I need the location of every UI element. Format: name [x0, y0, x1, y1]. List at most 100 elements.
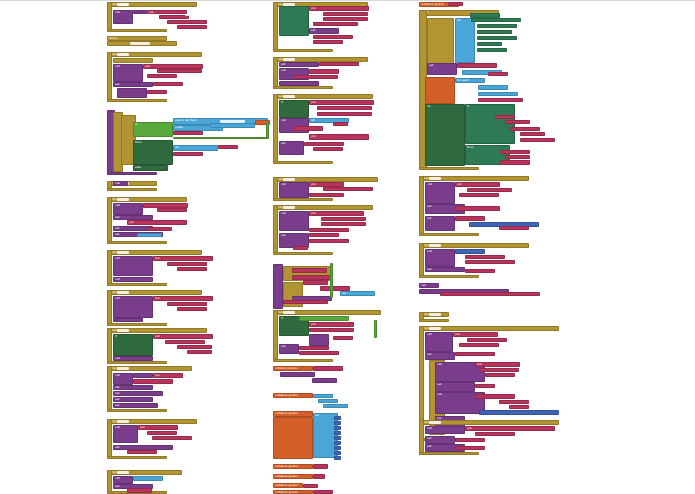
- text-block[interactable]: [520, 138, 555, 142]
- math-block[interactable]: [334, 416, 341, 420]
- event-block-footer[interactable]: [107, 99, 167, 102]
- text-block[interactable]: [292, 268, 327, 273]
- block-procedure[interactable]: [309, 334, 329, 346]
- block-procedure[interactable]: [113, 356, 153, 361]
- block-procedure[interactable]: [113, 215, 153, 220]
- block-text[interactable]: [157, 69, 202, 73]
- block-procedure[interactable]: [113, 373, 133, 385]
- text-block[interactable]: [320, 286, 350, 291]
- block-text[interactable]: [509, 405, 529, 409]
- block-control[interactable]: [279, 100, 309, 118]
- event-block-spine[interactable]: [419, 420, 424, 455]
- block-text[interactable]: [309, 233, 339, 237]
- block-lists[interactable]: [137, 233, 162, 237]
- block-text[interactable]: [465, 426, 555, 431]
- block-text[interactable]: [313, 35, 353, 39]
- initialize-global-block[interactable]: [273, 411, 313, 417]
- block-text[interactable]: [475, 384, 495, 388]
- event-block-footer[interactable]: [107, 29, 167, 32]
- text-block[interactable]: [457, 63, 497, 68]
- block-text[interactable]: [475, 432, 515, 436]
- block-text[interactable]: [309, 193, 344, 197]
- block-text[interactable]: [147, 10, 187, 14]
- math-block[interactable]: [334, 436, 341, 440]
- block-text[interactable]: [153, 256, 213, 261]
- text-block[interactable]: [283, 300, 328, 304]
- event-block-spine[interactable]: [107, 250, 112, 286]
- list-block[interactable]: [313, 413, 338, 458]
- block-text[interactable]: [317, 112, 372, 116]
- text-block[interactable]: [500, 160, 530, 165]
- block-text[interactable]: [167, 262, 207, 266]
- list-block[interactable]: [455, 78, 485, 83]
- event-block-footer[interactable]: [273, 359, 333, 362]
- block-procedure[interactable]: [113, 403, 158, 408]
- logic-connector[interactable]: [374, 320, 377, 338]
- block-text[interactable]: [309, 211, 364, 216]
- block-procedure[interactable]: [279, 344, 299, 354]
- event-block-footer[interactable]: [107, 323, 167, 326]
- dropdown-field[interactable]: [429, 327, 441, 330]
- procedure-block[interactable]: [419, 283, 439, 288]
- block-text[interactable]: [309, 134, 369, 140]
- block-procedure[interactable]: [309, 28, 339, 34]
- text-block[interactable]: [313, 366, 343, 371]
- block-text[interactable]: [499, 400, 529, 404]
- dropdown-field[interactable]: [429, 313, 441, 316]
- text-block[interactable]: [173, 152, 203, 156]
- list-block[interactable]: [340, 291, 375, 296]
- event-block-spine[interactable]: [273, 94, 278, 164]
- event-block-footer[interactable]: [273, 252, 333, 255]
- event-block-spine[interactable]: [273, 310, 278, 362]
- block-procedure[interactable]: [425, 249, 455, 267]
- list-block[interactable]: [478, 92, 518, 96]
- block-text[interactable]: [127, 450, 157, 454]
- block-procedure[interactable]: [113, 256, 153, 276]
- block-text[interactable]: [479, 368, 519, 372]
- block-procedure[interactable]: [113, 476, 133, 484]
- variable-block[interactable]: [255, 120, 270, 125]
- dropdown-field[interactable]: [429, 421, 441, 424]
- text-block[interactable]: [495, 115, 515, 119]
- block-text[interactable]: [127, 488, 152, 493]
- variable-block[interactable]: [425, 77, 455, 104]
- block-procedure[interactable]: [425, 426, 465, 434]
- block-text[interactable]: [333, 336, 353, 340]
- event-block-footer[interactable]: [107, 283, 167, 286]
- dropdown-field[interactable]: [220, 120, 245, 123]
- block-text[interactable]: [138, 425, 178, 430]
- text-block[interactable]: [500, 150, 530, 154]
- dropdown-field[interactable]: [283, 95, 295, 98]
- block-text[interactable]: [309, 328, 354, 332]
- event-block-footer[interactable]: [273, 86, 333, 89]
- block-procedure[interactable]: [425, 436, 455, 444]
- block-text[interactable]: [319, 62, 359, 66]
- block-text[interactable]: [465, 260, 515, 264]
- list-block[interactable]: [318, 399, 338, 403]
- block-text[interactable]: [313, 40, 343, 44]
- dropdown-field[interactable]: [117, 329, 129, 332]
- event-block-spine[interactable]: [273, 57, 278, 89]
- list-block[interactable]: [173, 125, 223, 131]
- block-text[interactable]: [465, 269, 495, 273]
- block-text[interactable]: [309, 322, 354, 327]
- event-block-footer[interactable]: [419, 452, 479, 455]
- dropdown-field[interactable]: [283, 3, 295, 6]
- event-block-footer[interactable]: [419, 167, 479, 170]
- component-block[interactable]: [477, 48, 507, 52]
- block-text[interactable]: [475, 362, 520, 367]
- event-block-footer[interactable]: [273, 49, 333, 52]
- component-block[interactable]: [470, 13, 500, 18]
- logic-block[interactable]: [133, 122, 173, 137]
- block-procedure[interactable]: [425, 332, 453, 352]
- block-text[interactable]: [133, 379, 173, 384]
- event-block-spine[interactable]: [273, 205, 278, 255]
- event-block-spine[interactable]: [107, 2, 112, 32]
- block-procedure[interactable]: [113, 318, 143, 322]
- block-text[interactable]: [293, 246, 308, 250]
- block-procedure[interactable]: [435, 392, 485, 414]
- block-text[interactable]: [455, 182, 500, 187]
- event-block-footer[interactable]: [273, 161, 333, 164]
- block-event[interactable]: [113, 58, 153, 63]
- math-block[interactable]: [334, 431, 341, 435]
